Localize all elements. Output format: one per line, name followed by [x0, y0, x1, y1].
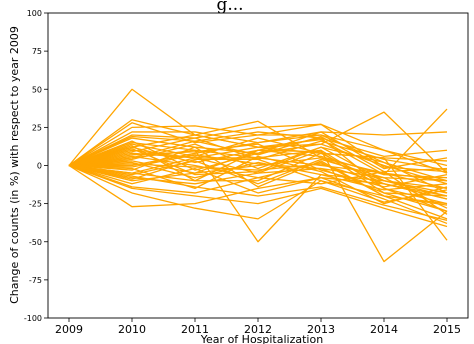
y-tick-label: 25	[32, 123, 42, 132]
y-tick-label: 0	[37, 162, 42, 171]
y-tick-label: 75	[32, 47, 42, 56]
series-line-35	[68, 158, 448, 203]
series-line-32	[68, 143, 448, 188]
series-line-38	[68, 154, 448, 182]
series-line-33	[68, 146, 448, 206]
y-tick-label: -50	[29, 238, 42, 247]
y-axis-ticks: 100 75 50 25 0 -25 -50 -75 -100	[24, 9, 48, 323]
series-lines	[68, 88, 448, 263]
series-line-37	[68, 163, 448, 200]
series-line-11	[68, 123, 448, 173]
chart-title-group: g...	[216, 0, 243, 15]
series-line-17	[68, 141, 448, 190]
series-line-13	[68, 164, 448, 228]
series-line-26	[68, 155, 448, 205]
y-tick-label: -25	[29, 200, 42, 209]
y-tick-label: 50	[32, 85, 42, 94]
series-line-30	[68, 131, 448, 171]
y-tick-label: -75	[29, 276, 42, 285]
series-line-41	[68, 135, 448, 173]
x-tick-label: 2013	[307, 323, 335, 336]
x-tick-label: 2012	[244, 323, 272, 336]
series-line-40	[68, 164, 448, 222]
series-line-36	[68, 131, 448, 167]
y-tick-label: 100	[27, 9, 42, 18]
y-axis-label: Change of counts (in %) with respect to …	[8, 26, 21, 304]
y-tick-label: -100	[24, 314, 42, 323]
x-axis-ticks: 2009 2010 2011 2012 2013 2014 2015	[55, 318, 461, 336]
x-tick-label: 2010	[118, 323, 146, 336]
x-tick-label: 2009	[55, 323, 83, 336]
x-tick-label: 2011	[181, 323, 209, 336]
series-line-10	[68, 125, 448, 167]
x-tick-label: 2015	[433, 323, 461, 336]
series-line-39	[68, 145, 448, 197]
chart-title-fragment: g...	[216, 0, 243, 15]
series-line-24	[68, 164, 448, 225]
x-axis-label: Year of Hospitalization	[200, 333, 323, 344]
series-line-23	[68, 143, 448, 194]
series-line-29	[68, 161, 448, 191]
series-line-34	[68, 146, 448, 194]
x-tick-label: 2014	[370, 323, 398, 336]
